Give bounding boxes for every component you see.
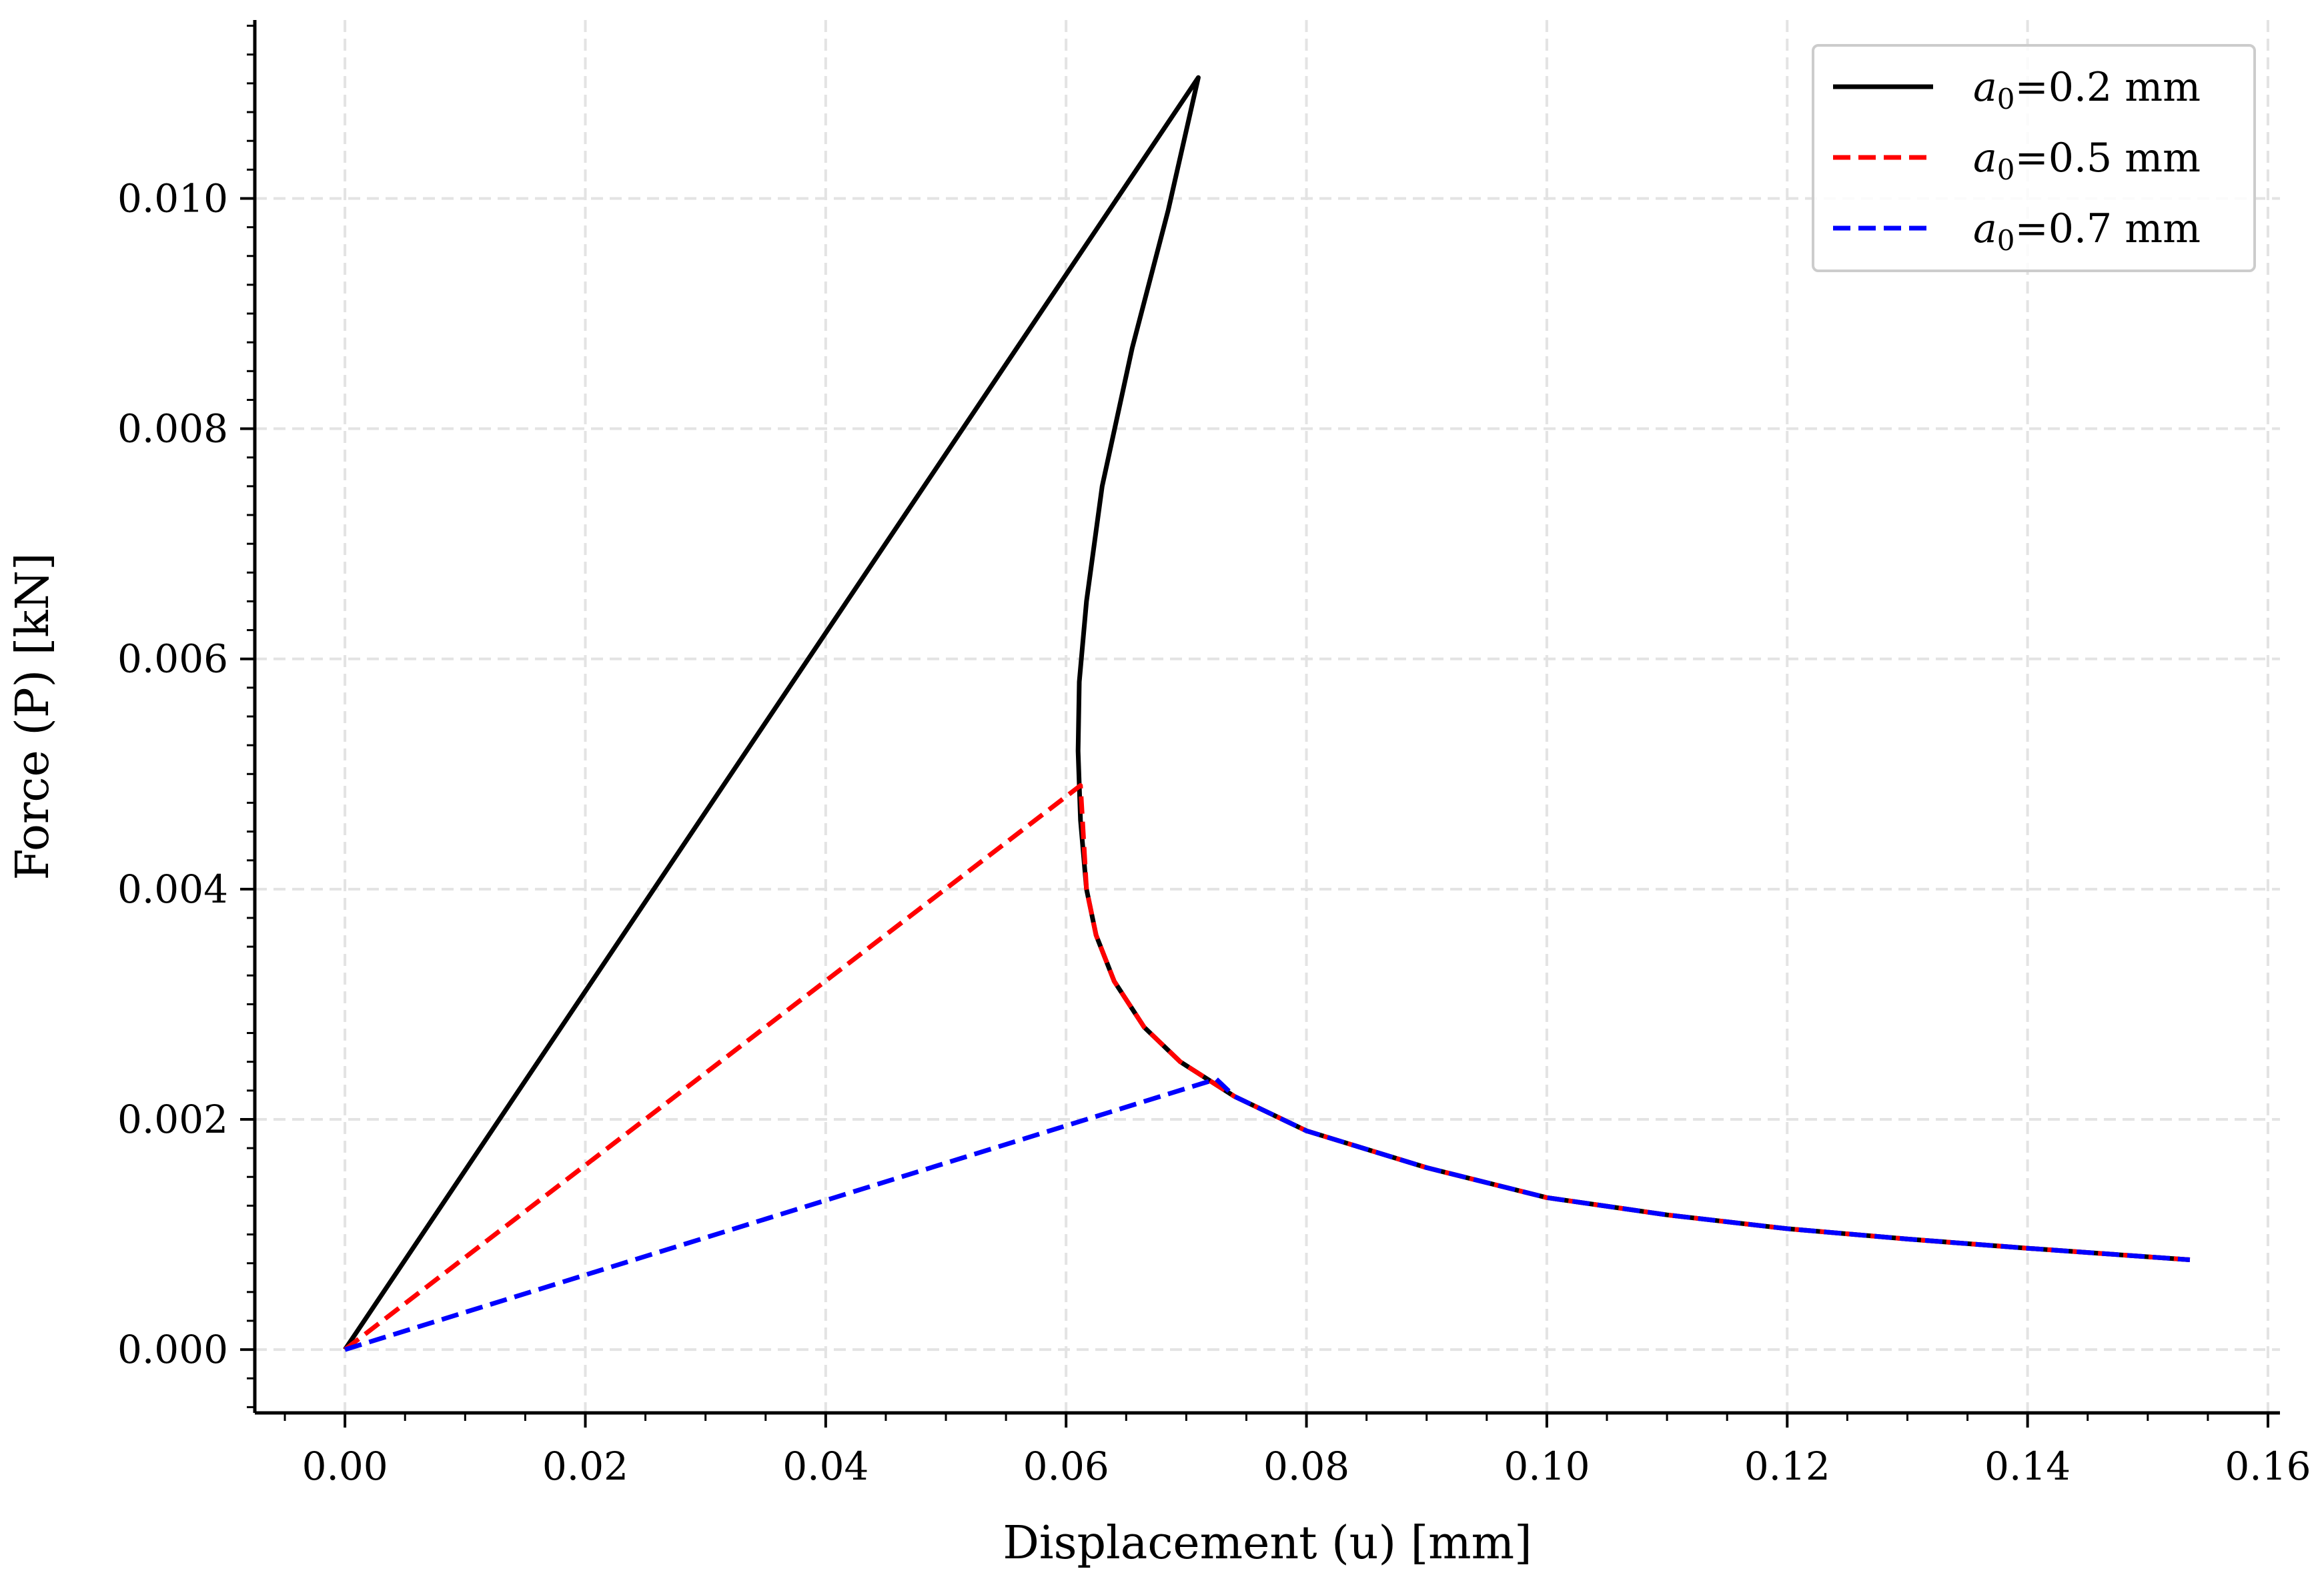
legend-label-3: a0=0.7 mm bbox=[1973, 205, 2201, 257]
x-tick-label: 0.14 bbox=[1984, 1444, 2071, 1489]
y-tick-label: 0.006 bbox=[117, 636, 228, 682]
legend-entries: a0=0.2 mm a0=0.5 mm a0=0.7 mm bbox=[1833, 64, 2201, 257]
x-tick-label: 0.06 bbox=[1023, 1444, 1109, 1489]
axis-ticks: 0.00 0.02 0.04 0.06 0.08 0.10 0.12 0.14 0.16 0.00… bbox=[117, 25, 2311, 1489]
x-tick-label: 0.12 bbox=[1744, 1444, 1830, 1489]
y-tick-label: 0.002 bbox=[117, 1097, 228, 1142]
legend: a0=0.2 mm a0=0.5 mm a0=0.7 mm bbox=[1812, 44, 2256, 272]
y-tick-label: 0.010 bbox=[117, 175, 228, 221]
y-axis-label: Force (P) [kN] bbox=[7, 552, 59, 880]
legend-label-2: a0=0.5 mm bbox=[1973, 135, 2201, 186]
series-line-2 bbox=[343, 783, 2191, 1352]
x-tick-label: 0.16 bbox=[2225, 1444, 2311, 1489]
x-tick-label: 0.04 bbox=[782, 1444, 868, 1489]
y-tick-label: 0.008 bbox=[117, 406, 228, 452]
x-axis-label: Displacement (u) [mm] bbox=[1003, 1517, 1532, 1570]
x-tick-label: 0.00 bbox=[302, 1444, 388, 1489]
x-tick-label: 0.02 bbox=[542, 1444, 628, 1489]
y-tick-label: 0.004 bbox=[117, 867, 228, 912]
x-tick-label: 0.10 bbox=[1504, 1444, 1590, 1489]
legend-label-1: a0=0.2 mm bbox=[1973, 64, 2201, 115]
legend-box bbox=[1812, 44, 2256, 272]
series-lines bbox=[343, 75, 2191, 1352]
y-tick-label: 0.000 bbox=[117, 1327, 228, 1372]
series-line-3 bbox=[344, 1077, 2191, 1352]
x-tick-label: 0.08 bbox=[1263, 1444, 1349, 1489]
